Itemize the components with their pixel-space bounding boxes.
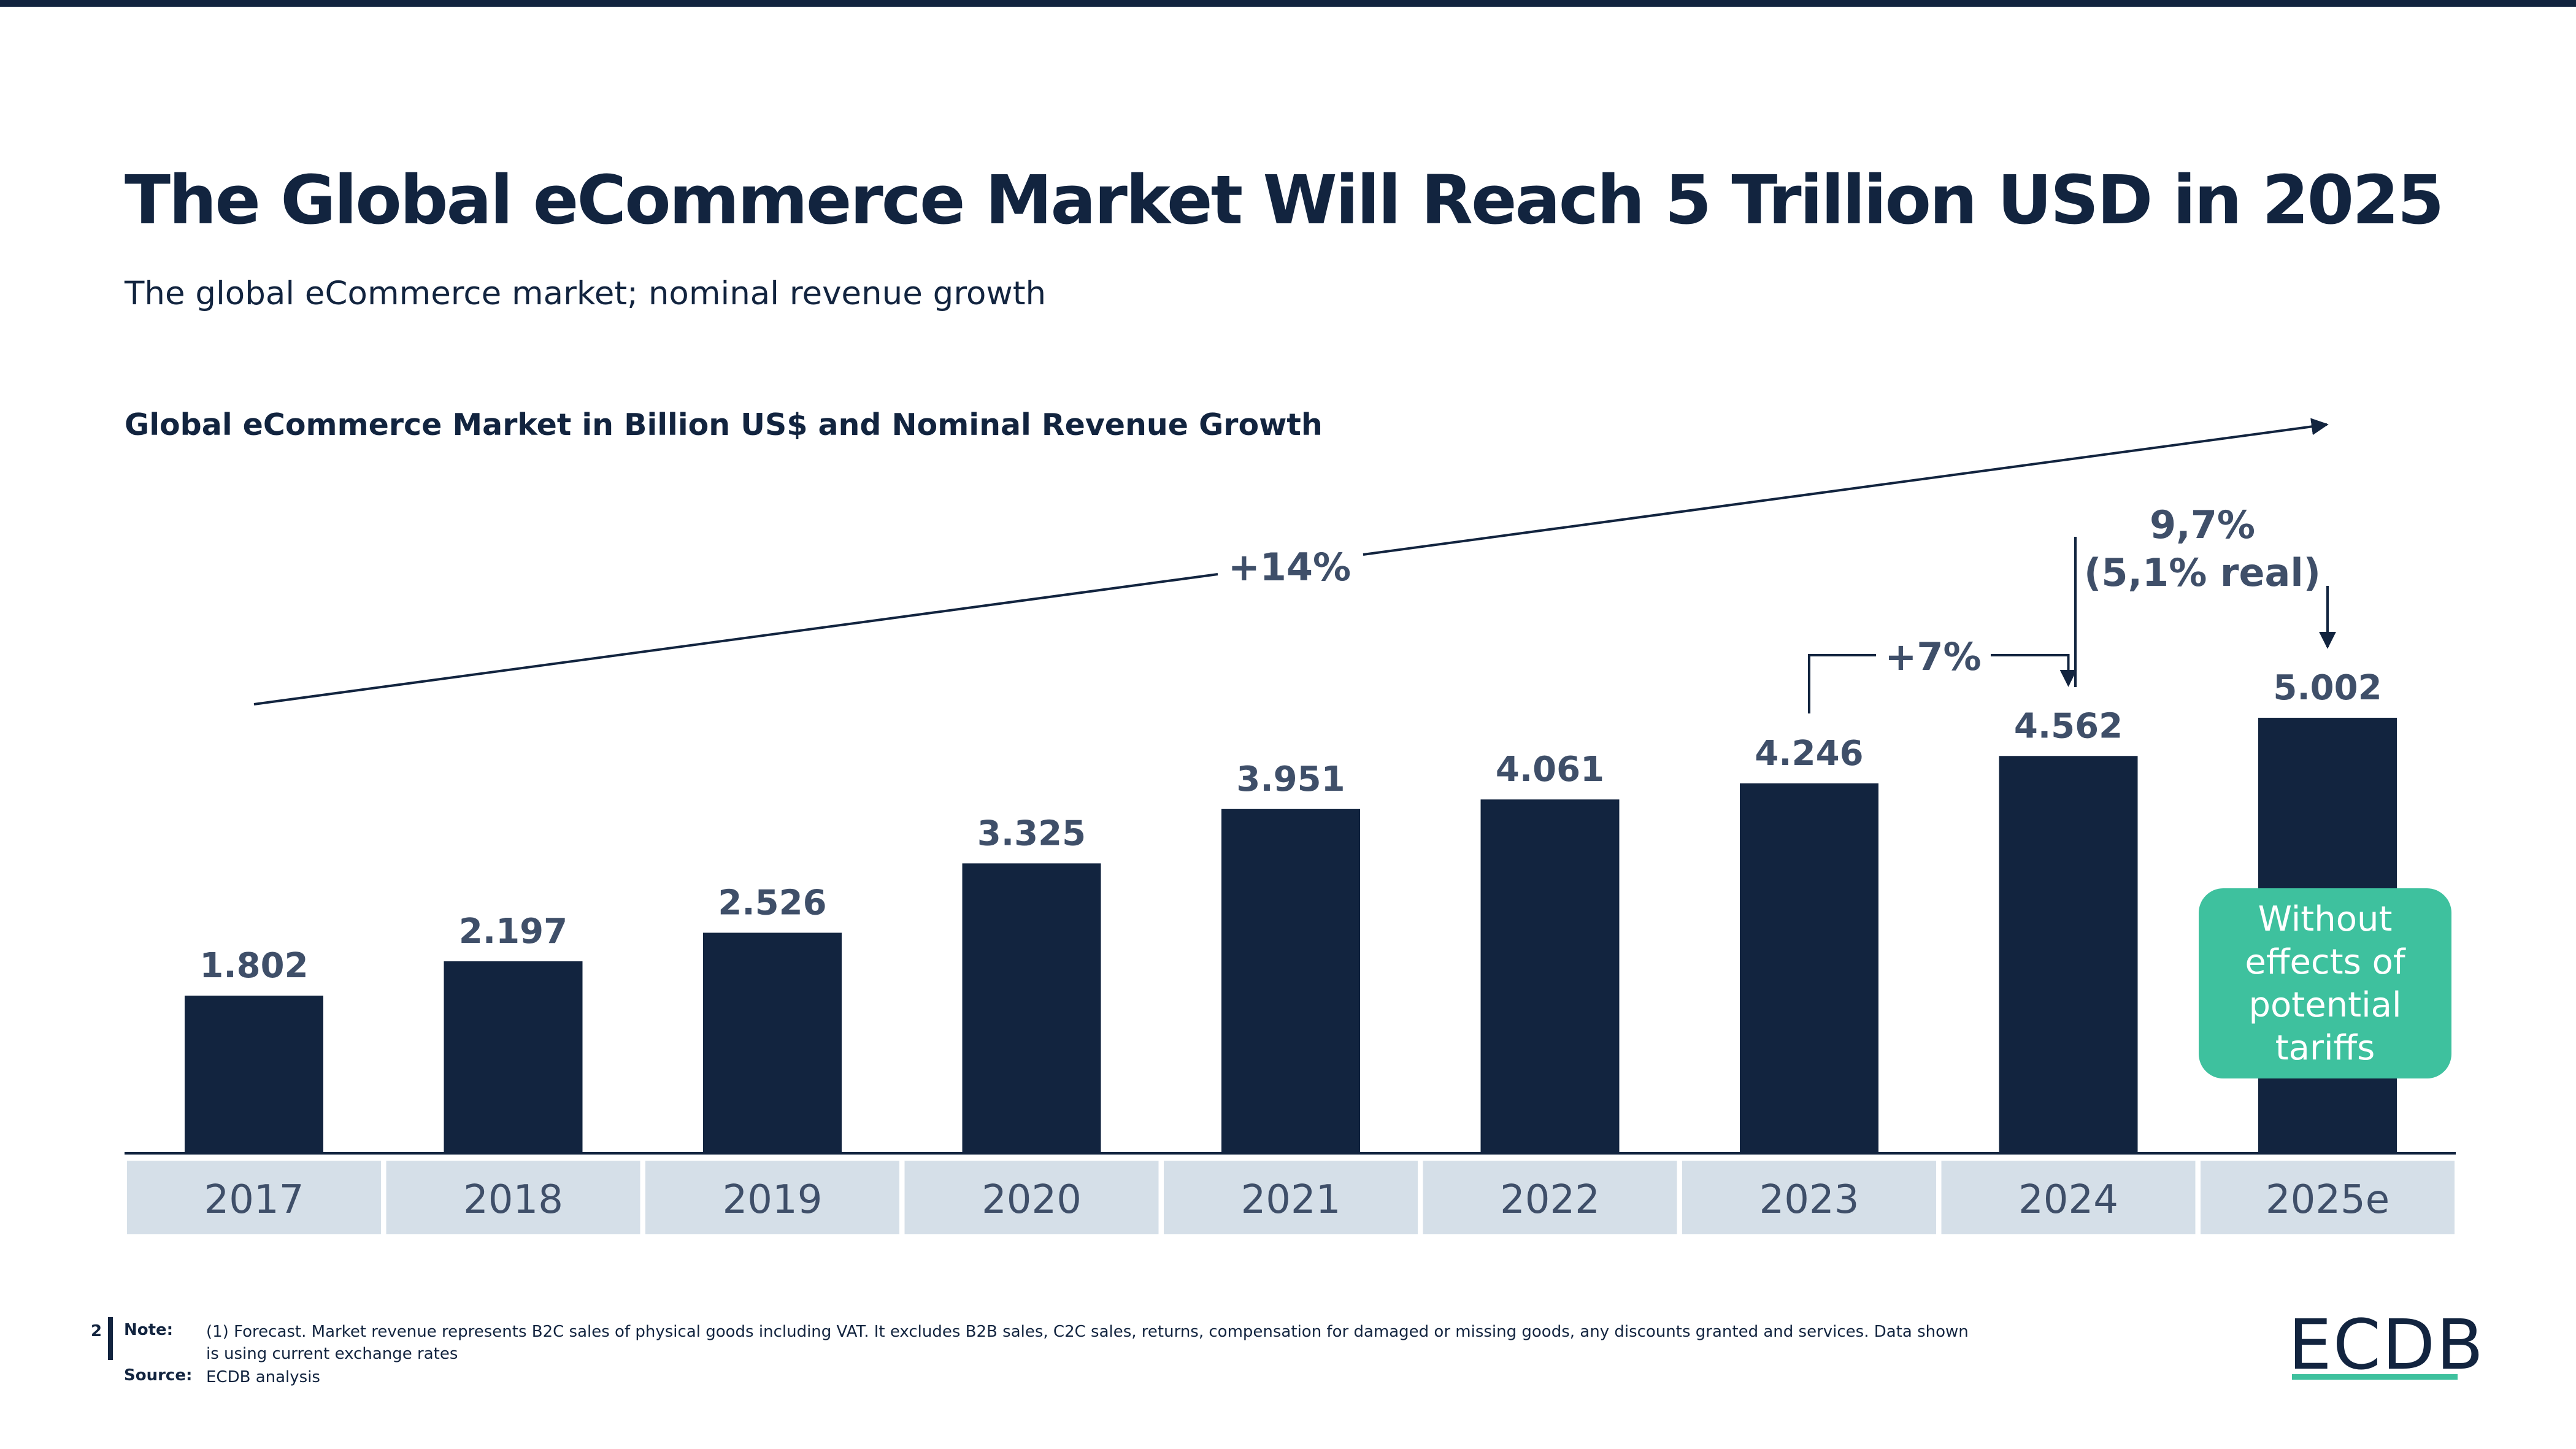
source-row: Source: ECDB analysis xyxy=(124,1366,1985,1388)
bar-2017 xyxy=(185,995,323,1152)
bar-2023 xyxy=(1740,783,1878,1152)
yoy-2024-label: +7% xyxy=(1885,634,1981,679)
note-label: Note: xyxy=(124,1321,174,1339)
tariff-callout-line-2: effects of xyxy=(2245,942,2405,982)
bar-2022 xyxy=(1480,799,1620,1152)
tariff-callout-line-1: Without xyxy=(2258,899,2393,939)
category-label-2023: 2023 xyxy=(1759,1177,1859,1223)
cagr-line-left xyxy=(253,573,1218,705)
source-label: Source: xyxy=(124,1366,193,1385)
bar-value-label-2024: 4.562 xyxy=(2014,706,2123,746)
page-number: 2 xyxy=(91,1322,102,1340)
category-label-2020: 2020 xyxy=(982,1177,1082,1223)
cagr-label: +14% xyxy=(1228,545,1351,590)
yoy-2025-label-line2: (5,1% real) xyxy=(2084,550,2321,595)
category-band-2024 xyxy=(1941,1161,2196,1234)
category-band-2025e xyxy=(2201,1161,2455,1234)
bar-2024 xyxy=(1999,756,2138,1152)
bar-value-label-2017: 1.802 xyxy=(199,946,308,986)
page-number-divider xyxy=(108,1317,113,1360)
category-band-2022 xyxy=(1423,1161,1677,1234)
category-band-2018 xyxy=(386,1161,640,1234)
yoy-2024-bracket-right xyxy=(1991,654,2077,687)
category-label-2024: 2024 xyxy=(2018,1177,2118,1223)
source-text: ECDB analysis xyxy=(206,1368,320,1386)
bar-2020 xyxy=(962,863,1101,1152)
category-label-2019: 2019 xyxy=(723,1177,823,1223)
bar-value-label-2021: 3.951 xyxy=(1236,759,1345,799)
logo-underline xyxy=(2292,1374,2458,1380)
top-accent-bar xyxy=(0,0,2576,7)
category-band-2019 xyxy=(645,1161,899,1234)
bar-value-label-2022: 4.061 xyxy=(1496,750,1604,790)
category-label-2022: 2022 xyxy=(1500,1177,1600,1223)
category-label-2025e: 2025e xyxy=(2266,1177,2390,1223)
bar-value-label-2023: 4.246 xyxy=(1755,734,1863,774)
page-subtitle: The global eCommerce market; nominal rev… xyxy=(125,275,1047,312)
category-band-2020 xyxy=(904,1161,1159,1234)
bar-value-label-2018: 2.197 xyxy=(459,912,567,951)
category-band-2017 xyxy=(127,1161,381,1234)
bar-2021 xyxy=(1221,809,1360,1152)
page-title: The Global eCommerce Market Will Reach 5… xyxy=(125,161,2444,239)
yoy-2024-bracket-left xyxy=(1808,654,1876,713)
category-band-2021 xyxy=(1164,1161,1418,1234)
bar-2018 xyxy=(444,961,583,1152)
yoy-2025-label-line1: 9,7% xyxy=(2150,502,2255,547)
note-row: Note: (1) Forecast. Market revenue repres… xyxy=(124,1321,1985,1365)
bar-value-label-2025e: 5.002 xyxy=(2273,668,2382,708)
bar-2019 xyxy=(703,932,842,1152)
tariff-callout-box xyxy=(2199,888,2451,1078)
bar-value-label-2019: 2.526 xyxy=(718,883,826,923)
cagr-arrow xyxy=(1363,418,2329,556)
category-label-2018: 2018 xyxy=(463,1177,563,1223)
tariff-callout-line-4: tariffs xyxy=(2275,1028,2375,1068)
chart-title: Global eCommerce Market in Billion US$ a… xyxy=(125,407,1323,442)
category-band-2023 xyxy=(1682,1161,1936,1234)
ecdb-logo: ECDB xyxy=(2288,1305,2485,1385)
tariff-callout-line-3: potential xyxy=(2248,985,2401,1025)
note-text: (1) Forecast. Market revenue represents … xyxy=(206,1323,1969,1363)
category-label-2021: 2021 xyxy=(1241,1177,1341,1223)
bar-value-label-2020: 3.325 xyxy=(977,813,1086,853)
category-label-2017: 2017 xyxy=(204,1177,304,1223)
